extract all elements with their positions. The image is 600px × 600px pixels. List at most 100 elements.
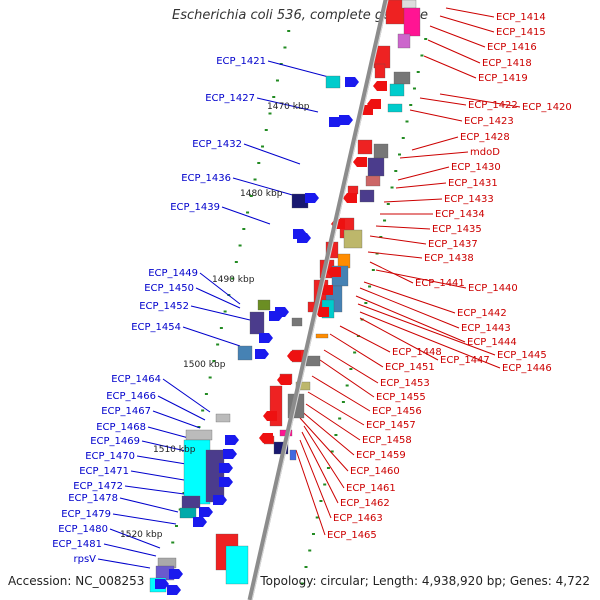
leader-line bbox=[305, 403, 361, 441]
gene-feature bbox=[181, 495, 201, 509]
gene-label: ECP_1438 bbox=[424, 253, 474, 264]
gene-feature bbox=[401, 0, 417, 9]
gene-arrow bbox=[223, 449, 237, 459]
leader-line bbox=[301, 431, 339, 504]
scale-tick bbox=[201, 409, 205, 412]
scale-tick bbox=[287, 30, 291, 32]
genome-backbone-highlight bbox=[251, 0, 389, 600]
gene-feature bbox=[237, 345, 253, 361]
scale-label: 1510 kbp bbox=[153, 445, 196, 455]
gene-label: ECP_1436 bbox=[181, 173, 231, 184]
scale-tick bbox=[345, 384, 349, 387]
gene-arrow bbox=[167, 585, 181, 595]
gene-label: ECP_1447 bbox=[440, 355, 490, 366]
scale-tick bbox=[234, 261, 238, 263]
leader-line bbox=[195, 287, 241, 309]
gene-label: ECP_1463 bbox=[333, 513, 383, 524]
gene-label: ECP_1459 bbox=[356, 450, 406, 461]
gene-label: ECP_1421 bbox=[216, 56, 266, 67]
scale-tick bbox=[401, 137, 405, 139]
gene-arrow bbox=[155, 579, 169, 589]
scale-label: 1490 kbp bbox=[212, 275, 255, 285]
leader-line bbox=[199, 272, 241, 305]
gene-label: ECP_1471 bbox=[79, 466, 129, 477]
leader-line bbox=[395, 182, 447, 189]
gene-features bbox=[149, 0, 421, 595]
leader-line bbox=[256, 97, 319, 113]
leader-line bbox=[359, 311, 501, 369]
gene-label: ECP_1420 bbox=[522, 102, 572, 113]
gene-label: ECP_1446 bbox=[502, 363, 552, 374]
scale-tick bbox=[420, 54, 424, 57]
leader-line bbox=[427, 39, 481, 64]
gene-label: ECP_1470 bbox=[85, 451, 135, 462]
scale-tick bbox=[386, 203, 390, 205]
leader-line bbox=[112, 513, 177, 525]
scale-tick bbox=[326, 467, 330, 469]
scale-tick bbox=[223, 310, 227, 313]
leader-line bbox=[357, 303, 496, 356]
gene-label: ECP_1472 bbox=[73, 481, 123, 492]
scale-tick bbox=[283, 46, 287, 49]
scale-tick bbox=[249, 195, 253, 197]
gene-label: ECP_1427 bbox=[205, 93, 255, 104]
gene-arrow bbox=[269, 311, 283, 321]
leader-line bbox=[124, 485, 185, 495]
label-leaders bbox=[97, 7, 521, 569]
scale-tick bbox=[246, 211, 250, 214]
gene-label: ECP_1414 bbox=[496, 12, 546, 23]
accession-text: Accession: NC_008253 bbox=[8, 574, 145, 588]
gene-arrow bbox=[193, 517, 207, 527]
scale-tick bbox=[174, 525, 178, 527]
scale-tick bbox=[208, 376, 212, 379]
scale-tick bbox=[338, 417, 342, 420]
gene-arrow bbox=[277, 375, 291, 385]
gene-label: ECP_1437 bbox=[428, 239, 478, 250]
scale-tick bbox=[409, 104, 413, 106]
gene-label: ECP_1457 bbox=[366, 420, 416, 431]
gene-feature bbox=[357, 139, 373, 155]
gene-feature bbox=[373, 143, 389, 159]
leader-line bbox=[307, 391, 365, 426]
gene-label: ECP_1458 bbox=[362, 435, 412, 446]
leader-line bbox=[103, 543, 157, 557]
leader-line bbox=[369, 235, 427, 245]
scale-tick bbox=[405, 120, 409, 123]
gene-label: ECP_1431 bbox=[448, 178, 498, 189]
gene-label: ECP_1450 bbox=[144, 283, 194, 294]
topology-text: Topology: circular; Length: 4,938,920 bp… bbox=[260, 574, 590, 588]
leader-line bbox=[221, 206, 271, 225]
gene-label: ECP_1469 bbox=[90, 436, 140, 447]
gene-label: ECP_1454 bbox=[131, 322, 181, 333]
gene-arrow bbox=[219, 463, 233, 473]
gene-feature bbox=[365, 175, 381, 187]
leader-line bbox=[97, 558, 151, 569]
leader-line bbox=[190, 305, 251, 321]
gene-label: ECP_1456 bbox=[372, 406, 422, 417]
gene-label: ECP_1449 bbox=[148, 268, 198, 279]
gene-feature bbox=[225, 545, 249, 585]
gene-feature bbox=[359, 189, 375, 203]
leader-line bbox=[152, 410, 201, 429]
gene-arrow bbox=[169, 569, 183, 579]
scale-tick bbox=[383, 219, 387, 222]
gene-arrow bbox=[345, 77, 359, 87]
gene-label: ECP_1455 bbox=[376, 392, 426, 403]
gene-label: ECP_1418 bbox=[482, 58, 532, 69]
gene-label: ECP_1480 bbox=[58, 524, 108, 535]
gene-feature bbox=[315, 333, 329, 339]
gene-label: rpsV bbox=[73, 554, 96, 565]
scale-tick bbox=[319, 500, 323, 502]
scale-tick bbox=[353, 351, 357, 354]
genome-backbone bbox=[247, 0, 389, 600]
leader-line bbox=[375, 269, 467, 289]
scale-tick bbox=[216, 343, 220, 346]
gene-feature bbox=[249, 311, 265, 335]
gene-feature bbox=[367, 157, 385, 177]
scale-tick bbox=[371, 269, 375, 271]
gene-label: ECP_1478 bbox=[68, 493, 118, 504]
leader-line bbox=[182, 326, 241, 347]
leader-line bbox=[299, 417, 349, 472]
gene-label: ECP_1435 bbox=[432, 224, 482, 235]
